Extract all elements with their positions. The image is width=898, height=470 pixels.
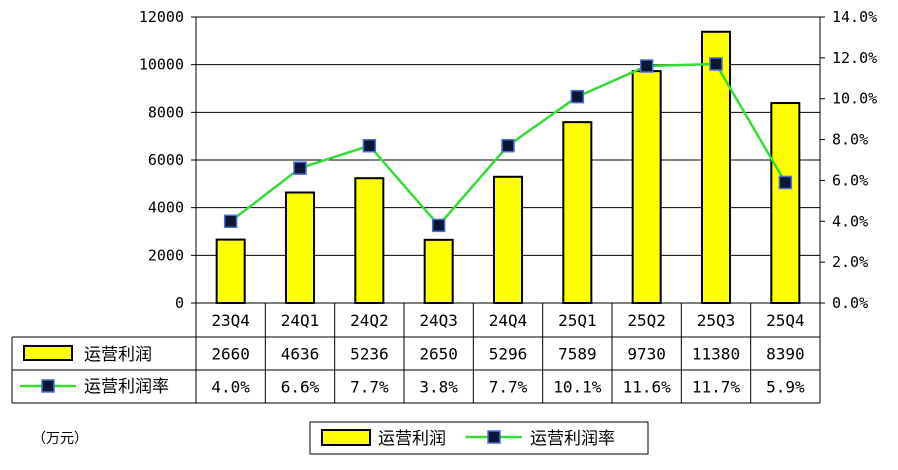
x-tick-label: 25Q2 [627,311,666,330]
bar [423,238,454,304]
x-tick-label: 24Q2 [350,311,389,330]
y2-tick-label: 4.0% [832,212,868,230]
bar [285,191,315,304]
data-label: 2650 [419,345,458,364]
data-label: 3.8% [419,378,458,397]
y2-tick-label: 0.0% [832,294,868,312]
bar [354,177,385,304]
data-label: 2660 [211,345,250,364]
x-tick-label: 25Q1 [558,311,597,330]
line-marker [501,138,515,153]
data-label: 6.6% [281,378,320,397]
x-tick-label: 24Q4 [489,311,528,330]
data-label: 9730 [627,345,666,364]
y2-tick-label: 2.0% [832,253,868,271]
bar [215,238,246,304]
data-label: 7.7% [489,378,528,397]
bar [631,70,662,304]
bar [701,30,731,304]
line-marker [709,57,723,71]
y-tick-label: 2000 [148,246,184,264]
legend-bar-key [321,429,371,446]
table-legend-bar-key [23,345,73,361]
data-label: 11.6% [623,378,672,397]
table-row-label: 运营利润 [84,345,152,365]
bar [493,175,523,305]
data-label: 5296 [489,345,528,364]
bar [770,102,801,304]
data-label: 10.1% [553,378,602,397]
data-label: 11.7% [692,378,741,397]
legend-label: 运营利润 [378,429,446,449]
x-tick-label: 24Q1 [281,311,320,330]
x-tick-label: 24Q3 [419,311,458,330]
x-tick-label: 25Q3 [697,311,736,330]
y-tick-label: 8000 [148,103,184,121]
x-tick-label: 23Q4 [211,311,250,330]
data-label: 5.9% [766,378,805,397]
bar [562,121,593,304]
data-label: 11380 [692,345,740,364]
legend-label: 运营利润率 [530,429,615,449]
y-tick-label: 10000 [139,56,184,74]
table-row-label: 运营利润率 [84,377,169,397]
data-label: 7589 [558,345,597,364]
y2-tick-label: 6.0% [832,171,868,189]
line-marker [293,161,307,175]
y-tick-label: 4000 [148,199,184,217]
y-tick-label: 6000 [148,151,184,169]
y2-tick-label: 14.0% [832,8,877,26]
data-label: 7.7% [350,378,389,397]
data-label: 8390 [766,345,805,364]
line-marker [778,175,793,190]
legend-marker-key [487,430,501,444]
line-marker [570,89,585,104]
y2-tick-label: 8.0% [832,131,868,149]
data-label: 5236 [350,345,389,364]
x-tick-label: 25Q4 [766,311,805,330]
y-tick-label: 0 [175,294,184,312]
line-marker [223,214,238,229]
unit-label: （万元） [32,431,88,447]
data-label: 4.0% [211,378,250,397]
line-marker [639,59,654,73]
y2-tick-label: 12.0% [832,49,877,67]
line-marker [431,218,446,233]
y-tick-label: 12000 [139,8,184,26]
data-label: 4636 [281,345,320,364]
y2-tick-label: 10.0% [832,90,877,108]
table-legend-marker-key [41,379,55,393]
line-marker [362,138,377,153]
